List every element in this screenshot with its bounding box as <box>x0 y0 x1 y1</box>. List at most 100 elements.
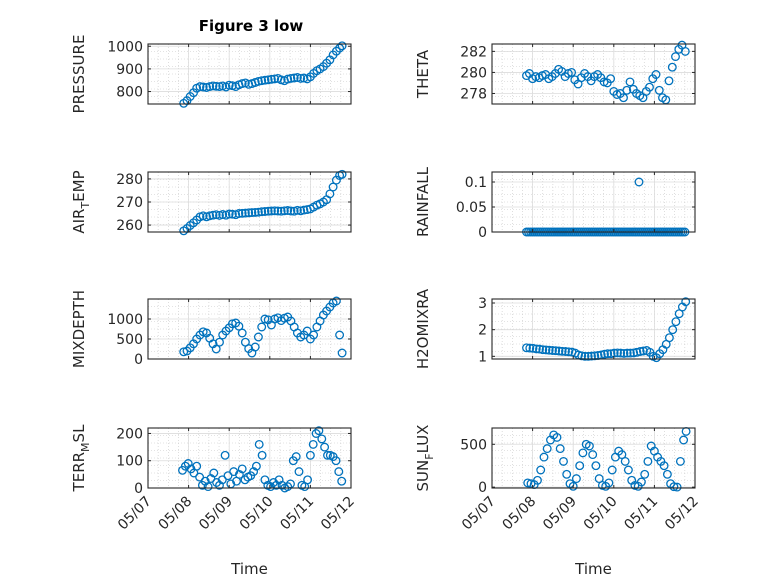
data-point <box>260 75 270 85</box>
y-axis-label: PRESSURE <box>70 35 88 114</box>
y-tick-label: 0.1 <box>465 175 487 191</box>
y-tick-label: 1 <box>478 349 487 365</box>
data-point <box>250 342 260 352</box>
data-point <box>273 206 283 216</box>
data-point <box>643 456 653 466</box>
data-point <box>211 210 221 220</box>
y-tick-label: 0 <box>478 480 487 496</box>
data-point <box>623 465 633 475</box>
data-point <box>227 209 237 219</box>
data-point <box>296 73 306 83</box>
x-tick-label: 05/07 <box>115 494 155 534</box>
subplot-h2omixra: 1 2 3 H2OMIXRA <box>414 288 696 369</box>
y-tick-label: 500 <box>460 437 487 453</box>
series-markers <box>522 297 691 363</box>
data-point <box>616 348 626 358</box>
data-point <box>250 207 260 217</box>
data-point <box>244 208 254 218</box>
data-point <box>237 328 247 338</box>
data-point <box>522 343 531 353</box>
data-point <box>578 448 588 458</box>
data-point <box>270 206 280 216</box>
data-point <box>299 205 309 215</box>
x-tick-label: 05/11 <box>621 494 661 534</box>
subplot-air-temp: 260 270 280 AIRTEMP <box>70 169 352 236</box>
data-point <box>659 461 669 471</box>
data-point <box>557 346 567 356</box>
data-point <box>331 296 341 306</box>
figure-title: Figure 3 low <box>199 17 304 35</box>
data-point <box>575 461 585 471</box>
data-point <box>209 468 219 478</box>
data-point <box>279 206 289 216</box>
data-point <box>289 73 299 83</box>
y-tick-label: 0 <box>134 481 143 497</box>
data-point <box>613 348 622 358</box>
series-markers <box>179 169 347 236</box>
data-point <box>603 349 613 359</box>
grid <box>148 428 351 489</box>
data-point <box>266 74 276 84</box>
y-tick-label: 100 <box>116 454 143 470</box>
data-point <box>283 206 293 215</box>
data-point <box>619 348 629 358</box>
data-point <box>220 450 230 460</box>
data-point <box>203 482 213 492</box>
x-tick-label: 05/07 <box>459 494 499 534</box>
data-point <box>271 480 281 490</box>
axes-box <box>147 427 352 489</box>
axes-box <box>491 298 696 360</box>
data-point <box>237 79 247 89</box>
grid <box>492 299 695 359</box>
data-point <box>266 206 276 216</box>
data-point <box>662 469 672 479</box>
data-point <box>249 467 259 477</box>
data-point <box>294 467 304 477</box>
data-point <box>542 444 552 454</box>
data-point <box>237 464 247 474</box>
data-point <box>634 177 644 187</box>
series-markers <box>179 296 347 358</box>
data-point <box>257 322 267 332</box>
y-tick-label: 1000 <box>107 39 143 55</box>
data-point <box>531 344 541 354</box>
data-point <box>334 467 344 477</box>
data-point <box>215 337 224 347</box>
y-tick-label: 0 <box>134 352 143 368</box>
x-tick-label: 05/12 <box>318 494 358 534</box>
data-point <box>286 206 296 216</box>
data-point <box>257 450 267 460</box>
grid <box>148 44 351 104</box>
data-point <box>314 426 324 436</box>
data-point <box>211 344 221 354</box>
data-point <box>240 208 250 218</box>
data-point <box>192 461 202 471</box>
data-point <box>208 210 218 220</box>
data-point <box>218 210 228 219</box>
data-point <box>208 81 218 91</box>
data-point <box>309 330 319 340</box>
data-point <box>680 46 690 56</box>
x-tick-label: 05/10 <box>237 494 277 534</box>
data-point <box>584 441 594 451</box>
data-point <box>552 432 562 442</box>
subplot-terr-msl: 0 100 200 TERRMSL 05/07 05/08 05/09 05/10 05/11 0… <box>70 424 358 578</box>
y-tick-label: 280 <box>460 65 487 81</box>
data-point <box>571 474 581 484</box>
y-tick-label: 200 <box>116 426 143 442</box>
y-axis-label: SUNFLUX <box>414 425 436 492</box>
data-point <box>671 52 680 62</box>
series-markers <box>522 40 690 105</box>
y-axis-label: AIRTEMP <box>70 170 92 233</box>
data-point <box>583 351 593 361</box>
data-point <box>561 347 570 356</box>
grid <box>148 172 351 232</box>
data-point <box>664 76 674 86</box>
data-point <box>286 73 296 83</box>
data-point <box>606 349 616 359</box>
x-tick-label: 05/08 <box>156 494 196 534</box>
data-point <box>625 348 635 358</box>
data-point <box>640 469 650 479</box>
data-point <box>636 477 646 487</box>
